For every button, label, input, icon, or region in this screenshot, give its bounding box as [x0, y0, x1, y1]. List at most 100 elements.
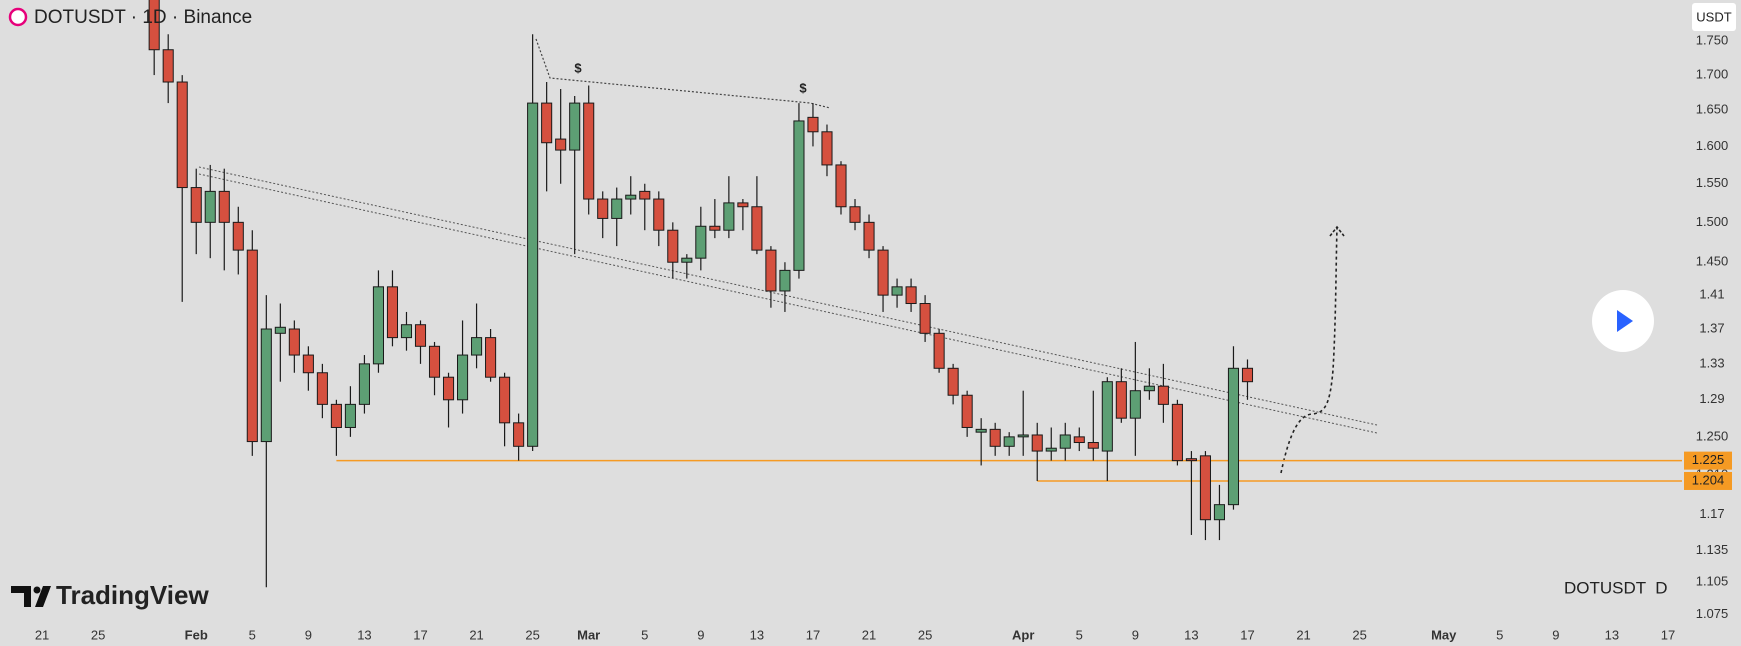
candle-body	[933, 332, 945, 369]
candle-body	[555, 138, 567, 151]
x-tick-label: Mar	[577, 627, 600, 642]
x-tick-label: 17	[806, 627, 820, 642]
brand-logo	[11, 586, 51, 607]
y-tick-label: 1.135	[1696, 542, 1729, 557]
price-tag	[1684, 471, 1732, 490]
x-tick-label: 17	[413, 627, 427, 642]
candle-body	[1003, 436, 1015, 447]
candle-body	[358, 363, 370, 405]
x-tick-label: 13	[1184, 627, 1198, 642]
x-tick-label: 9	[1552, 627, 1559, 642]
candle-body	[471, 337, 483, 356]
candle-body	[1129, 390, 1141, 419]
candle-body	[807, 116, 819, 133]
candle-body	[1171, 403, 1183, 462]
candle-body	[442, 376, 455, 401]
candle-body	[877, 249, 889, 296]
candle-body	[232, 221, 244, 251]
x-tick-label: 13	[357, 627, 371, 642]
candle-body	[428, 345, 441, 378]
candle-body	[162, 49, 174, 83]
candle-body	[176, 81, 188, 189]
candle-body	[1059, 434, 1071, 449]
candle-body	[457, 354, 469, 401]
candle-body	[751, 206, 763, 251]
candle-body	[1115, 381, 1127, 419]
x-tick-label: 17	[1240, 627, 1254, 642]
candle-body	[513, 422, 525, 447]
candle-body	[639, 190, 651, 200]
y-tick-label: 1.075	[1696, 606, 1729, 621]
candle-body	[779, 269, 791, 292]
candle-body	[414, 324, 427, 347]
y-tick-label: 1.450	[1696, 254, 1729, 269]
y-tick-label: 1.500	[1696, 214, 1729, 229]
candle-body	[947, 367, 959, 396]
candle-body	[541, 102, 553, 144]
candle-body	[723, 202, 735, 231]
projection-arrow	[1329, 225, 1345, 237]
x-tick-label: 21	[35, 627, 49, 642]
candle-body	[569, 102, 581, 151]
candle-body	[891, 286, 903, 296]
x-tick-label: 5	[1496, 627, 1503, 642]
x-tick-label: 25	[918, 627, 932, 642]
x-tick-label: 25	[1352, 627, 1366, 642]
x-tick-label: 21	[469, 627, 483, 642]
candle-body	[330, 403, 342, 428]
candle-body	[961, 394, 973, 428]
candle-body	[863, 221, 875, 251]
price-tag-label: 1.225	[1692, 452, 1725, 467]
candle-body	[1143, 385, 1155, 392]
candle-body	[625, 194, 637, 200]
candle-body	[1031, 434, 1043, 452]
candle-body	[1213, 504, 1225, 521]
projection-path	[1280, 227, 1338, 474]
candle-body	[1185, 458, 1197, 462]
play-icon	[1617, 310, 1633, 332]
candle-body	[905, 286, 917, 305]
candle-body	[218, 190, 230, 223]
x-tick-label: 13	[750, 627, 764, 642]
candle-body	[190, 187, 202, 223]
candle-body	[583, 102, 595, 200]
candle-body	[611, 198, 623, 219]
candle-body	[1241, 367, 1254, 383]
x-tick-label: 9	[1132, 627, 1139, 642]
candle-body	[1101, 381, 1113, 452]
x-tick-label: 25	[91, 627, 105, 642]
currency-label: USDT	[1696, 9, 1731, 24]
x-tick-label: 5	[1076, 627, 1083, 642]
x-tick-label: 13	[1605, 627, 1619, 642]
y-tick-label: 1.650	[1696, 102, 1729, 117]
symbol-icon	[8, 7, 28, 27]
y-tick-label: 1.37	[1699, 320, 1724, 335]
y-tick-label: 1.750	[1696, 32, 1729, 47]
chart-title: DOTUSDT · 1D · Binance	[34, 7, 252, 28]
x-tick-label: May	[1431, 627, 1457, 642]
brand-name: TradingView	[56, 580, 209, 610]
candle-body	[709, 225, 721, 231]
candle-body	[386, 286, 399, 339]
candle-body	[989, 428, 1001, 447]
x-tick-label: 21	[1296, 627, 1310, 642]
trendline	[198, 166, 1378, 426]
candle-body	[1227, 367, 1240, 506]
candle-body	[274, 326, 286, 334]
x-tick-label: 21	[862, 627, 876, 642]
candle-body	[344, 403, 356, 428]
x-tick-label: 17	[1661, 627, 1675, 642]
plot-area	[148, 0, 1682, 588]
y-tick-label: 1.700	[1696, 67, 1729, 82]
currency-box	[1692, 3, 1736, 31]
highs-line	[535, 38, 831, 109]
y-tick-label: 1.41	[1699, 287, 1724, 302]
x-tick-label: 5	[249, 627, 256, 642]
candle-body	[1017, 434, 1029, 438]
candle-body	[653, 198, 665, 231]
candle-body	[246, 249, 258, 443]
price-tag-label: 1.204	[1692, 472, 1725, 487]
